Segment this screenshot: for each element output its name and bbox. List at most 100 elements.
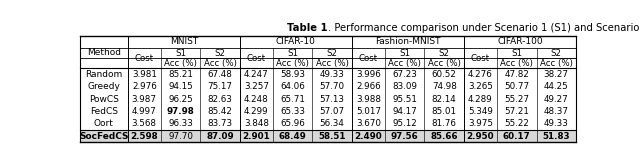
Text: 58.51: 58.51 <box>318 132 346 141</box>
Text: 5.349: 5.349 <box>468 107 493 116</box>
Text: S1: S1 <box>399 49 410 58</box>
Text: Cost: Cost <box>359 54 378 63</box>
Text: 81.76: 81.76 <box>432 119 456 128</box>
Text: Acc (%): Acc (%) <box>428 59 461 68</box>
Text: 4.247: 4.247 <box>244 70 269 79</box>
Text: 85.01: 85.01 <box>432 107 457 116</box>
Text: 3.848: 3.848 <box>244 119 269 128</box>
Text: 57.07: 57.07 <box>319 107 345 116</box>
Text: 58.93: 58.93 <box>280 70 305 79</box>
Text: 60.52: 60.52 <box>432 70 456 79</box>
Text: 5.017: 5.017 <box>356 107 381 116</box>
Text: 95.12: 95.12 <box>392 119 417 128</box>
Text: 3.975: 3.975 <box>468 119 493 128</box>
Text: Table 1: Table 1 <box>287 23 328 32</box>
Text: 3.981: 3.981 <box>132 70 157 79</box>
Text: CIFAR-10: CIFAR-10 <box>276 37 316 47</box>
Text: 48.37: 48.37 <box>544 107 569 116</box>
Text: 57.70: 57.70 <box>319 82 345 92</box>
Text: 87.09: 87.09 <box>206 132 234 141</box>
Text: 67.23: 67.23 <box>392 70 417 79</box>
Text: 3.987: 3.987 <box>132 95 157 104</box>
Text: PowCS: PowCS <box>89 95 119 104</box>
Text: SocFedCS: SocFedCS <box>79 132 129 141</box>
Text: S2: S2 <box>326 49 338 58</box>
Text: 74.98: 74.98 <box>432 82 456 92</box>
Text: Random: Random <box>85 70 122 79</box>
Text: S1: S1 <box>287 49 298 58</box>
Text: 64.06: 64.06 <box>280 82 305 92</box>
Text: 97.56: 97.56 <box>391 132 419 141</box>
Text: S1: S1 <box>175 49 186 58</box>
Text: 97.98: 97.98 <box>167 107 195 116</box>
Text: 83.09: 83.09 <box>392 82 417 92</box>
Text: 96.33: 96.33 <box>168 119 193 128</box>
Text: Acc (%): Acc (%) <box>276 59 309 68</box>
Text: 2.966: 2.966 <box>356 82 381 92</box>
Text: 55.22: 55.22 <box>504 119 529 128</box>
Text: Acc (%): Acc (%) <box>164 59 197 68</box>
Text: 57.13: 57.13 <box>319 95 344 104</box>
Text: 44.25: 44.25 <box>544 82 568 92</box>
Text: 96.25: 96.25 <box>168 95 193 104</box>
Text: 75.17: 75.17 <box>207 82 232 92</box>
Text: 38.27: 38.27 <box>544 70 569 79</box>
Text: 51.83: 51.83 <box>543 132 570 141</box>
Text: Acc (%): Acc (%) <box>316 59 349 68</box>
Text: 67.48: 67.48 <box>207 70 232 79</box>
Text: 49.27: 49.27 <box>544 95 568 104</box>
Text: S2: S2 <box>214 49 225 58</box>
Text: 85.42: 85.42 <box>207 107 232 116</box>
Text: 3.568: 3.568 <box>132 119 157 128</box>
Text: Cost: Cost <box>247 54 266 63</box>
Text: S2: S2 <box>551 49 562 58</box>
Text: 65.33: 65.33 <box>280 107 305 116</box>
Text: 57.21: 57.21 <box>504 107 529 116</box>
Text: S2: S2 <box>438 49 450 58</box>
Text: Acc (%): Acc (%) <box>388 59 421 68</box>
Text: 49.33: 49.33 <box>544 119 569 128</box>
Text: Acc (%): Acc (%) <box>540 59 573 68</box>
Text: Oort: Oort <box>94 119 114 128</box>
Text: 2.490: 2.490 <box>355 132 382 141</box>
Text: MNIST: MNIST <box>170 37 198 47</box>
Text: 85.21: 85.21 <box>168 70 193 79</box>
Text: 65.71: 65.71 <box>280 95 305 104</box>
Text: . Performance comparison under Scenario 1 (S1) and Scenario 2 (S2).: . Performance comparison under Scenario … <box>328 23 640 32</box>
Text: 3.265: 3.265 <box>468 82 493 92</box>
FancyBboxPatch shape <box>80 130 576 142</box>
Text: Method: Method <box>87 48 121 57</box>
Text: 94.15: 94.15 <box>168 82 193 92</box>
Text: 3.670: 3.670 <box>356 119 381 128</box>
Text: 47.82: 47.82 <box>504 70 529 79</box>
Text: 50.77: 50.77 <box>504 82 529 92</box>
Text: 4.997: 4.997 <box>132 107 157 116</box>
Text: 3.257: 3.257 <box>244 82 269 92</box>
Text: Fashion-MNIST: Fashion-MNIST <box>375 37 441 47</box>
Text: Greedy: Greedy <box>88 82 120 92</box>
Text: 68.49: 68.49 <box>279 132 307 141</box>
Text: 83.73: 83.73 <box>207 119 232 128</box>
Text: 65.96: 65.96 <box>280 119 305 128</box>
Text: 2.901: 2.901 <box>243 132 270 141</box>
Text: 55.27: 55.27 <box>504 95 529 104</box>
Text: 49.33: 49.33 <box>320 70 344 79</box>
Text: 56.34: 56.34 <box>320 119 344 128</box>
Text: 2.950: 2.950 <box>467 132 494 141</box>
Text: 4.299: 4.299 <box>244 107 269 116</box>
Text: 60.17: 60.17 <box>503 132 531 141</box>
Text: 4.289: 4.289 <box>468 95 493 104</box>
Text: Cost: Cost <box>135 54 154 63</box>
Text: 4.248: 4.248 <box>244 95 269 104</box>
Text: 94.17: 94.17 <box>392 107 417 116</box>
Text: Cost: Cost <box>471 54 490 63</box>
Text: S1: S1 <box>511 49 522 58</box>
Text: FedCS: FedCS <box>90 107 118 116</box>
Text: 3.996: 3.996 <box>356 70 381 79</box>
Text: Acc (%): Acc (%) <box>500 59 533 68</box>
Text: 95.51: 95.51 <box>392 95 417 104</box>
Text: 2.598: 2.598 <box>131 132 158 141</box>
Text: 4.276: 4.276 <box>468 70 493 79</box>
Text: CIFAR-100: CIFAR-100 <box>497 37 543 47</box>
Text: Acc (%): Acc (%) <box>204 59 237 68</box>
